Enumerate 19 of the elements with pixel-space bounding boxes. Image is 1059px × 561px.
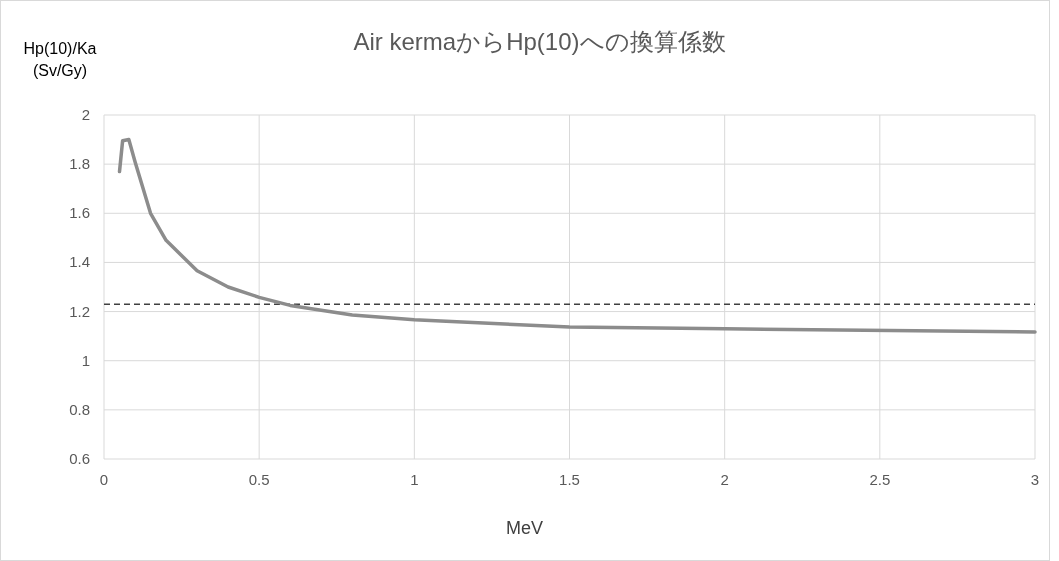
y-tick-label: 1.2	[69, 302, 90, 320]
chart-title: Air kermaからHp(10)への換算係数	[353, 28, 726, 55]
line-series	[117, 137, 1037, 334]
x-tick-label: 2.5	[869, 471, 891, 488]
x-tick-label: 0.5	[248, 471, 270, 488]
x-axis-title: MeV	[505, 518, 544, 538]
y-tick-label: 1.4	[69, 253, 90, 271]
x-tick-label: 1.5	[559, 471, 580, 488]
x-tick-label: 2	[720, 471, 729, 488]
y-tick-label: 1.8	[69, 155, 90, 173]
y-tick-label: 0.8	[69, 400, 90, 418]
y-tick-label: 0.6	[69, 450, 90, 467]
x-tick-label: 0	[99, 471, 109, 488]
y-tick-label: 2	[81, 106, 90, 123]
x-tick-label: 1	[410, 471, 419, 488]
y-tick-label: 1	[81, 351, 90, 369]
y-axis-title: Hp(10)/Ka (Sv/Gy)	[23, 40, 97, 79]
y-tick-label: 1.6	[69, 204, 90, 222]
x-tick-label: 3	[1030, 471, 1040, 488]
